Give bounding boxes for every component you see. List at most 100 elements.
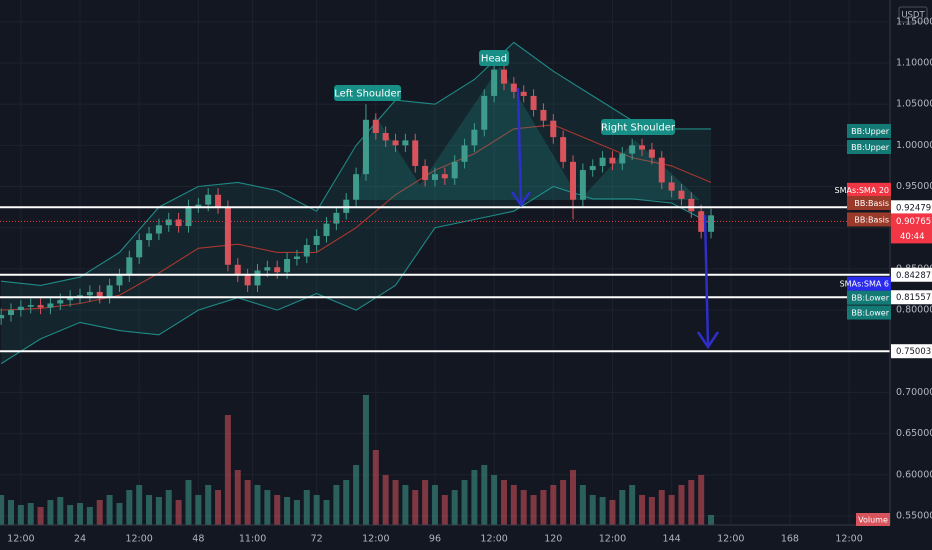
volume-bar xyxy=(520,490,527,525)
volume-bar xyxy=(451,490,458,525)
candle-body xyxy=(540,109,547,121)
candle-body xyxy=(708,215,715,232)
volume-bar xyxy=(530,495,537,525)
volume-bar xyxy=(579,485,586,525)
candle-body xyxy=(244,275,251,286)
y-tick-label: 1.00000 xyxy=(896,140,932,151)
candle-body xyxy=(185,206,192,227)
x-tick-label: 12:00 xyxy=(125,534,152,545)
candle-body xyxy=(116,275,123,286)
volume-bar xyxy=(441,495,448,525)
candle-body xyxy=(609,157,616,164)
volume-bar xyxy=(57,497,64,525)
candle-body xyxy=(491,69,498,96)
candle-body xyxy=(323,223,330,236)
volume-bar xyxy=(0,495,5,525)
arrow-line xyxy=(516,87,523,204)
candle-body xyxy=(264,267,271,271)
y-tick-label: 0.65000 xyxy=(896,428,932,439)
x-tick-label: 12:00 xyxy=(599,534,626,545)
candle-body xyxy=(0,315,5,319)
annotation: Right Shoulder xyxy=(601,123,676,134)
volume-bar xyxy=(284,497,291,525)
volume-bar xyxy=(412,490,419,525)
candle-body xyxy=(510,83,517,92)
candle-body xyxy=(284,259,291,273)
volume-bar xyxy=(244,480,251,525)
candle-body xyxy=(648,149,655,158)
candle-body xyxy=(530,95,537,110)
level-tag xyxy=(891,200,932,215)
volume-bar xyxy=(471,470,478,525)
candle-body xyxy=(550,120,557,138)
candle-body xyxy=(639,145,646,150)
y-tick-label: 1.15000 xyxy=(896,16,932,27)
x-tick-label: 11:00 xyxy=(239,534,266,545)
volume-bar xyxy=(382,475,389,525)
candles xyxy=(0,63,715,325)
level-tag xyxy=(891,290,932,305)
volume-bar xyxy=(599,497,606,525)
volume-bar xyxy=(678,485,685,525)
arrow-head xyxy=(696,331,720,350)
volume-bar xyxy=(698,475,705,525)
candle-body xyxy=(471,129,478,146)
candle-body xyxy=(422,165,429,180)
candle-body xyxy=(293,256,300,259)
pattern-fill xyxy=(355,66,700,200)
level-tag xyxy=(891,267,932,282)
candle-body xyxy=(441,174,448,179)
indicator-tag xyxy=(847,196,891,210)
volume-bar xyxy=(362,395,369,525)
y-tick-label: 0.70000 xyxy=(896,387,932,398)
y-tick-label: 1.05000 xyxy=(896,99,932,110)
volume-bar xyxy=(27,503,34,525)
volume-bar xyxy=(67,505,74,525)
volume-bar xyxy=(550,485,557,525)
annotation-box xyxy=(334,85,401,101)
arrows xyxy=(510,87,720,350)
volume-bar xyxy=(560,480,567,525)
candle-body xyxy=(382,133,389,141)
x-tick-label: 48 xyxy=(192,534,204,545)
candle-body xyxy=(461,145,468,162)
candle-body xyxy=(658,157,665,183)
candle-body xyxy=(599,157,606,166)
x-tick-label: 168 xyxy=(781,534,799,545)
candle-body xyxy=(451,161,458,179)
volume-bar xyxy=(106,495,113,525)
volume-bar xyxy=(175,500,182,525)
volume-bar xyxy=(77,503,84,525)
volume-tag xyxy=(856,513,890,526)
candle-body xyxy=(224,207,231,265)
x-tick-label: 12:00 xyxy=(480,534,507,545)
candle-body xyxy=(500,69,507,84)
candle-body xyxy=(313,235,320,245)
arrow-head xyxy=(510,191,532,208)
candle-body xyxy=(234,264,241,276)
volume-bar xyxy=(648,497,655,525)
volume-bar xyxy=(274,495,281,525)
volume-bar xyxy=(372,450,379,525)
volume-bar xyxy=(353,465,360,525)
x-tick-label: 12:00 xyxy=(362,534,389,545)
volume-bar xyxy=(589,495,596,525)
annotation: Left Shoulder xyxy=(334,89,401,100)
indicator-tag xyxy=(847,305,891,320)
indicator-label: BB:Lower xyxy=(851,294,889,303)
candle-body xyxy=(195,204,202,207)
band-line xyxy=(0,185,712,365)
volume-bar xyxy=(619,490,626,525)
x-tick-label: 72 xyxy=(311,534,323,545)
candle-body xyxy=(205,194,212,205)
candle-body xyxy=(303,245,310,257)
volume-bar xyxy=(185,480,192,525)
candle-body xyxy=(155,225,162,234)
candle-body xyxy=(579,170,586,200)
candle-body xyxy=(619,153,626,164)
volume-bar xyxy=(481,465,488,525)
candle-body xyxy=(254,270,261,286)
volume-bar xyxy=(146,495,153,525)
volume-bar xyxy=(431,485,438,525)
volume-bar xyxy=(37,507,44,525)
